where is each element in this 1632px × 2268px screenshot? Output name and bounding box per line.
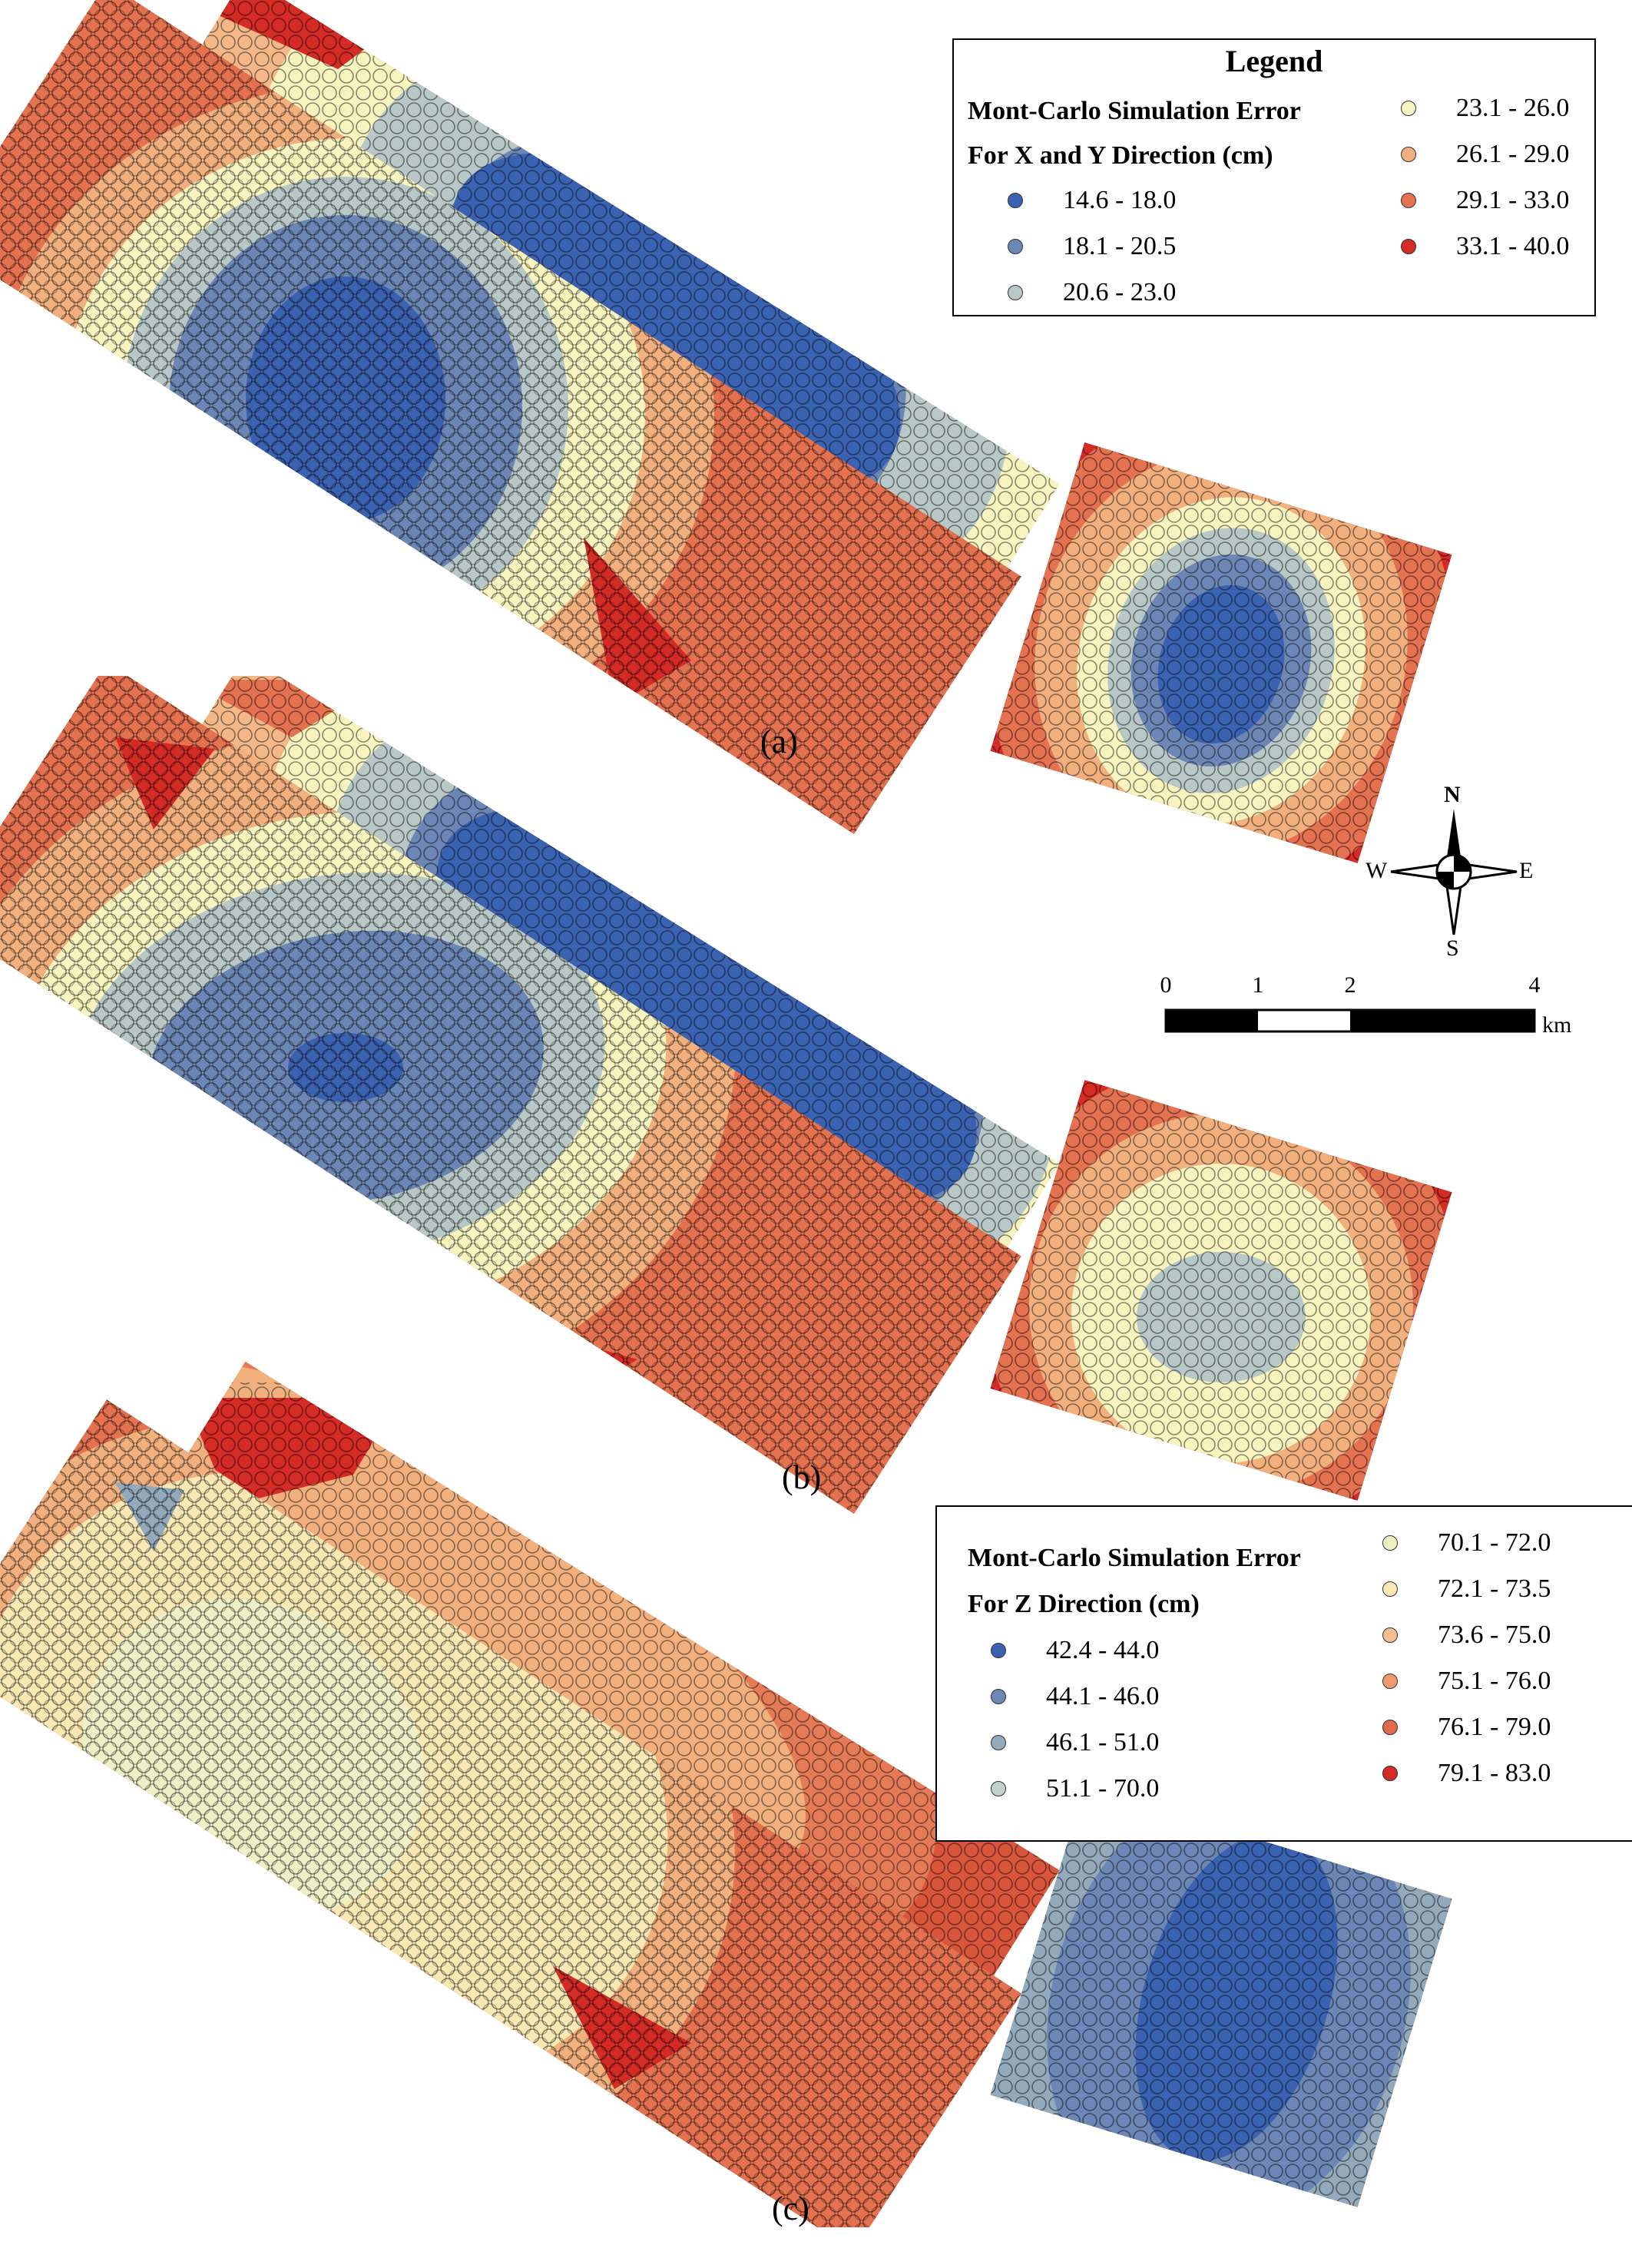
legend-z-swatch xyxy=(991,1781,1006,1796)
panel-label-a: (a) xyxy=(760,723,798,760)
legend-z-item: 72.1 - 73.5 xyxy=(1382,1574,1551,1604)
legend-z-item: 76.1 - 79.0 xyxy=(1382,1713,1551,1742)
legend-z-label: 70.1 - 72.0 xyxy=(1438,1528,1551,1557)
legend-xy-label: 23.1 - 26.0 xyxy=(1456,94,1570,122)
legend-xy-item: 23.1 - 26.0 xyxy=(1401,94,1569,123)
legend-xy-swatch xyxy=(1401,101,1416,116)
legend-z-label: 72.1 - 73.5 xyxy=(1438,1574,1551,1603)
legend-z-swatch xyxy=(1382,1766,1398,1781)
legend-xy: Legend Mont-Carlo Simulation Error For X… xyxy=(952,38,1596,316)
legend-xy-item: 20.6 - 23.0 xyxy=(1008,278,1176,307)
compass-n-label: N xyxy=(1444,782,1461,807)
legend-xy-item: 14.6 - 18.0 xyxy=(1008,186,1176,215)
legend-xy-label: 14.6 - 18.0 xyxy=(1063,186,1177,214)
legend-z-swatch xyxy=(1382,1627,1398,1643)
legend-xy-item: 33.1 - 40.0 xyxy=(1401,232,1569,261)
legend-xy-swatch xyxy=(1008,239,1023,254)
compass-e-label: E xyxy=(1519,858,1534,883)
legend-z-swatch xyxy=(1382,1535,1398,1551)
compass-w-label: W xyxy=(1366,858,1388,883)
legend-z-label: 44.1 - 46.0 xyxy=(1046,1682,1160,1710)
legend-title: Legend xyxy=(1225,44,1323,78)
legend-xy-label: 29.1 - 33.0 xyxy=(1456,186,1570,214)
north-arrow xyxy=(1390,809,1518,935)
legend-z-swatch xyxy=(1382,1674,1398,1689)
legend-z-label: 79.1 - 83.0 xyxy=(1438,1759,1551,1787)
legend-xy-swatch xyxy=(1401,147,1416,162)
legend-xy-item: 26.1 - 29.0 xyxy=(1401,140,1569,169)
legend-xy-swatch xyxy=(1008,193,1023,208)
legend-z-label: 42.4 - 44.0 xyxy=(1046,1636,1160,1664)
legend-xy-heading-line2: For X and Y Direction (cm) xyxy=(968,141,1273,170)
legend-xy-item: 29.1 - 33.0 xyxy=(1401,186,1569,215)
legend-z-swatch xyxy=(1382,1720,1398,1735)
legend-z-swatch xyxy=(991,1689,1006,1704)
legend-z-swatch xyxy=(1382,1581,1398,1597)
legend-xy-swatch xyxy=(1401,193,1416,208)
panel-label-c: (c) xyxy=(772,2190,809,2227)
legend-z-label: 75.1 - 76.0 xyxy=(1438,1667,1551,1695)
legend-z-label: 51.1 - 70.0 xyxy=(1046,1774,1160,1803)
legend-xy-swatch xyxy=(1008,285,1023,300)
legend-z-label: 73.6 - 75.0 xyxy=(1438,1621,1551,1649)
legend-xy-item: 18.1 - 20.5 xyxy=(1008,232,1176,261)
legend-z-item: 44.1 - 46.0 xyxy=(991,1682,1159,1711)
legend-z-item: 70.1 - 72.0 xyxy=(1382,1528,1551,1558)
legend-z-item: 51.1 - 70.0 xyxy=(991,1774,1159,1803)
legend-z-swatch xyxy=(991,1643,1006,1658)
legend-z-item: 73.6 - 75.0 xyxy=(1382,1621,1551,1650)
legend-xy-label: 26.1 - 29.0 xyxy=(1456,140,1570,168)
legend-xy-heading-line1: Mont-Carlo Simulation Error xyxy=(968,97,1301,125)
legend-z-label: 76.1 - 79.0 xyxy=(1438,1713,1551,1741)
legend-z-item: 42.4 - 44.0 xyxy=(991,1636,1159,1665)
scale-tick-1: 1 xyxy=(1252,972,1264,998)
panel-label-b: (b) xyxy=(782,1458,822,1496)
scale-unit: km xyxy=(1542,1012,1572,1038)
legend-z-item: 79.1 - 83.0 xyxy=(1382,1759,1551,1788)
compass-s-label: S xyxy=(1446,935,1459,961)
legend-z-swatch xyxy=(991,1735,1006,1750)
scale-tick-4: 4 xyxy=(1528,972,1541,998)
scale-tick-0: 0 xyxy=(1160,972,1172,998)
legend-xy-label: 33.1 - 40.0 xyxy=(1456,232,1570,260)
scale-tick-2: 2 xyxy=(1344,972,1356,998)
legend-z-heading-line1: Mont-Carlo Simulation Error xyxy=(968,1544,1301,1572)
legend-z-item: 46.1 - 51.0 xyxy=(991,1728,1159,1757)
legend-z-heading-line2: For Z Direction (cm) xyxy=(968,1590,1200,1618)
legend-xy-label: 18.1 - 20.5 xyxy=(1063,232,1177,260)
legend-z-item: 75.1 - 76.0 xyxy=(1382,1667,1551,1696)
scale-bar xyxy=(1164,1008,1536,1033)
legend-xy-label: 20.6 - 23.0 xyxy=(1063,278,1177,306)
legend-xy-swatch xyxy=(1401,239,1416,254)
legend-z-label: 46.1 - 51.0 xyxy=(1046,1728,1160,1756)
legend-z: Mont-Carlo Simulation Error For Z Direct… xyxy=(935,1505,1632,1842)
